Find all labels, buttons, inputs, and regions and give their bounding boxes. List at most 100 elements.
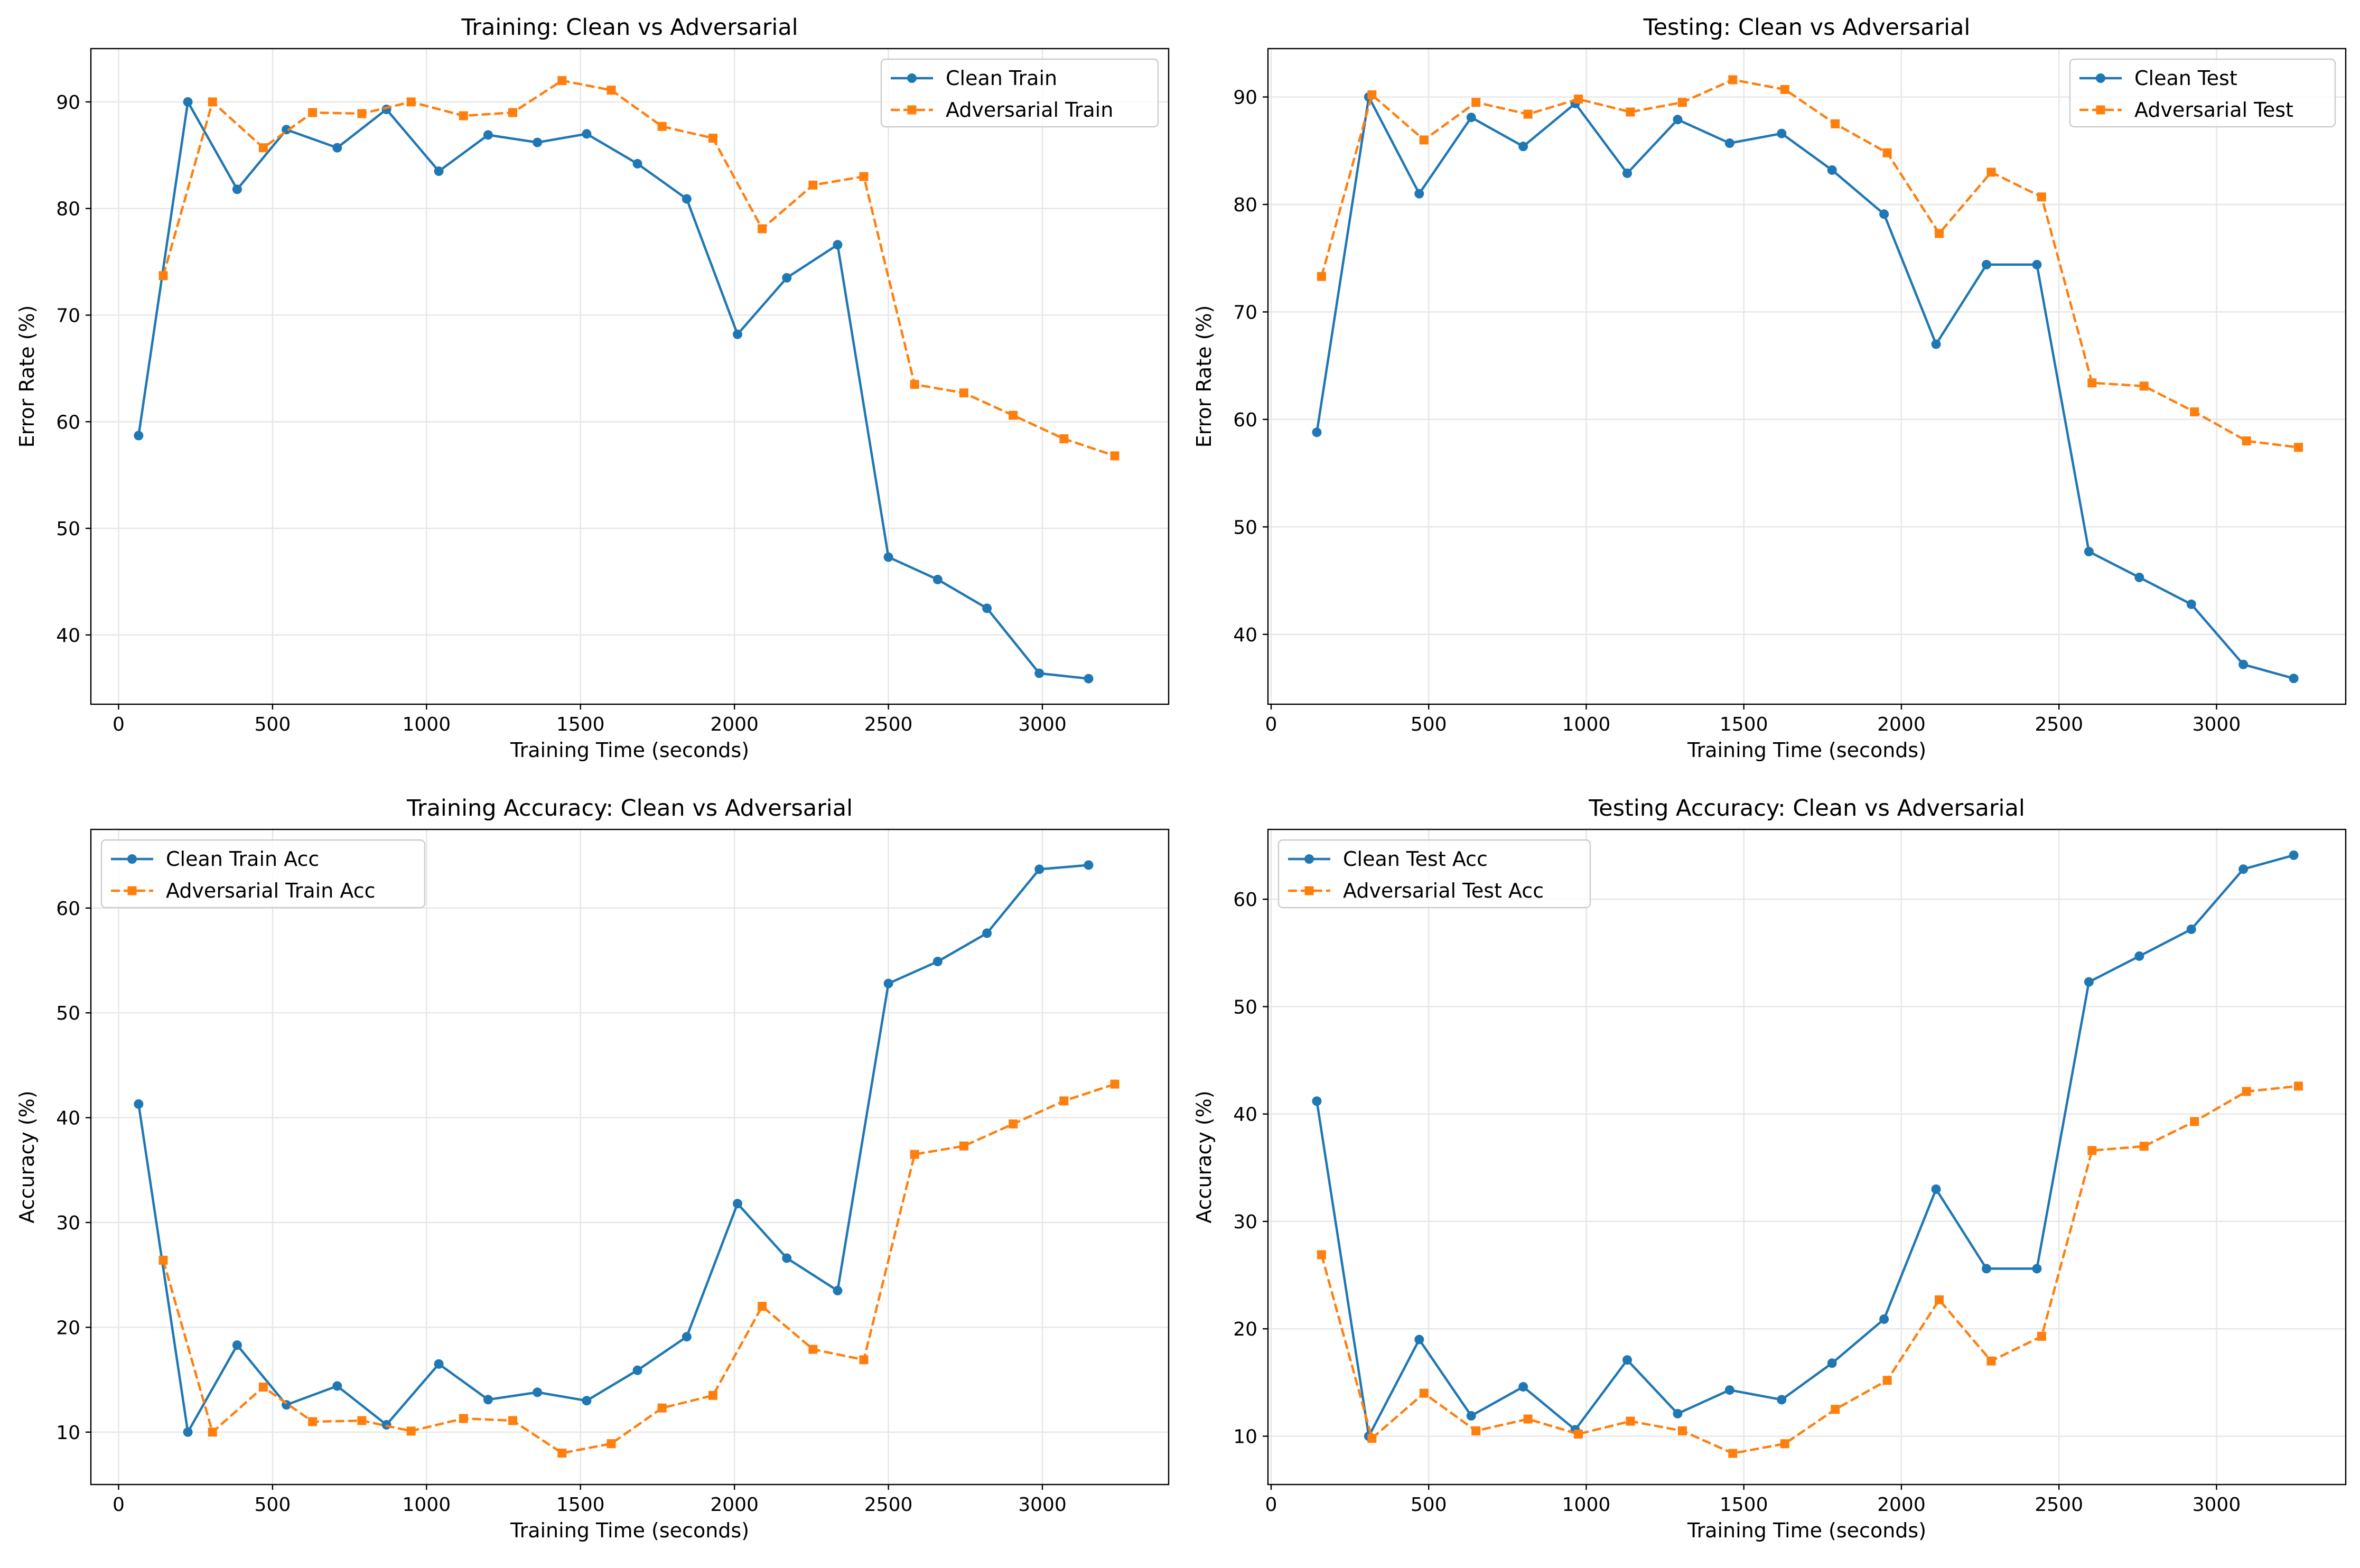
data-point [1931, 339, 1941, 349]
x-tick-label: 500 [255, 1494, 291, 1516]
data-point [1317, 272, 1326, 281]
chart-panel-4: 0 500 1000 1500 2000 2500 3000 10 20 30 40 50 60 Test… [1192, 795, 2347, 1542]
data-point [1982, 1264, 1991, 1274]
data-point [1059, 1096, 1069, 1106]
axes-frame [90, 48, 1170, 705]
series-line [1316, 96, 2294, 680]
data-point [533, 1387, 543, 1397]
data-point [1622, 1355, 1632, 1365]
data-point [932, 574, 943, 584]
data-point [2134, 951, 2144, 961]
data-point [1728, 1449, 1738, 1458]
y-tick-label: 90 [1233, 87, 1257, 109]
y-tick-label: 20 [56, 1317, 80, 1339]
data-point [833, 240, 843, 250]
legend: Clean Test Adversarial Test [2069, 58, 2336, 128]
data-point [1317, 1250, 1326, 1259]
data-point [1059, 434, 1069, 444]
data-point [357, 1416, 367, 1425]
data-point [1574, 95, 1583, 104]
y-tick-label: 80 [1233, 194, 1257, 216]
data-point [1414, 1334, 1424, 1345]
legend-box [2069, 58, 2336, 128]
data-point [859, 172, 869, 181]
x-tick-label: 1000 [1562, 714, 1611, 735]
data-point [2032, 1264, 2042, 1274]
data-point [1466, 113, 1476, 123]
data-point [258, 143, 268, 153]
data-point [708, 1390, 717, 1400]
data-point [134, 1099, 144, 1109]
data-point [1471, 1426, 1481, 1435]
data-point [2294, 443, 2303, 452]
data-point [1677, 98, 1687, 107]
data-point [910, 1150, 919, 1159]
data-point [1827, 1358, 1837, 1368]
data-point [1414, 189, 1424, 199]
data-point [1110, 1079, 1120, 1089]
data-point [508, 1416, 518, 1425]
data-point [2032, 259, 2042, 269]
y-tick-label: 10 [56, 1422, 80, 1444]
legend-label: Adversarial Test Acc [1343, 879, 1544, 902]
data-point [332, 1381, 342, 1391]
data-point [483, 1395, 493, 1405]
series-1 [1312, 92, 2299, 684]
legend-label: Adversarial Train Acc [166, 879, 376, 902]
data-point [308, 1417, 318, 1426]
legend-label: Clean Test [2134, 67, 2237, 90]
y-tick-label: 10 [1233, 1426, 1257, 1448]
data-point [657, 122, 667, 131]
data-point [1312, 1096, 1322, 1106]
data-point [2289, 674, 2299, 684]
legend-box [100, 839, 426, 909]
data-point [1982, 259, 1991, 269]
data-point [1986, 167, 1996, 177]
data-point [1367, 90, 1377, 99]
data-point [434, 166, 444, 176]
data-point [1935, 1295, 1944, 1304]
series-line [1316, 854, 2294, 1438]
data-point [1724, 1385, 1734, 1395]
x-tick-label: 0 [113, 1494, 125, 1516]
data-point [632, 158, 642, 169]
data-point [1728, 75, 1738, 85]
data-point [434, 1359, 444, 1369]
data-point [1419, 135, 1429, 145]
series-line [162, 79, 1115, 457]
data-point [459, 1414, 468, 1423]
data-point [1523, 109, 1533, 119]
data-point [582, 129, 592, 139]
data-point [357, 109, 367, 118]
series-2 [158, 76, 1120, 461]
legend-label: Adversarial Train [946, 98, 1113, 122]
y-tick-label: 20 [1233, 1319, 1257, 1340]
series-2 [1317, 1081, 2303, 1458]
data-point [1466, 1411, 1476, 1421]
data-point [2238, 864, 2249, 874]
data-point [483, 130, 493, 140]
axes-frame [1267, 828, 2347, 1486]
data-point [1110, 451, 1120, 461]
data-point [1084, 860, 1094, 870]
data-point [808, 180, 818, 190]
data-point [982, 928, 992, 938]
x-tick-label: 3000 [2193, 1494, 2241, 1516]
y-tick-label: 50 [56, 1003, 80, 1024]
legend-marker [127, 886, 137, 895]
data-point [1777, 128, 1787, 138]
data-point [932, 956, 943, 966]
data-point [1780, 85, 1789, 94]
data-point [1034, 668, 1044, 678]
y-tick-label: 70 [1233, 302, 1257, 323]
x-tick-label: 0 [1265, 1494, 1277, 1516]
x-tick-label: 1500 [556, 1494, 605, 1516]
data-point [2134, 572, 2144, 582]
legend-box [1277, 839, 1591, 909]
data-point [632, 1365, 642, 1375]
y-tick-label: 50 [1233, 996, 1257, 1018]
chart-panel-3: 0 500 1000 1500 2000 2500 3000 10 20 30 40 50 60 Trai… [15, 795, 1170, 1542]
legend-marker [1304, 886, 1314, 895]
data-point [959, 388, 968, 398]
series-line [1320, 78, 2299, 449]
